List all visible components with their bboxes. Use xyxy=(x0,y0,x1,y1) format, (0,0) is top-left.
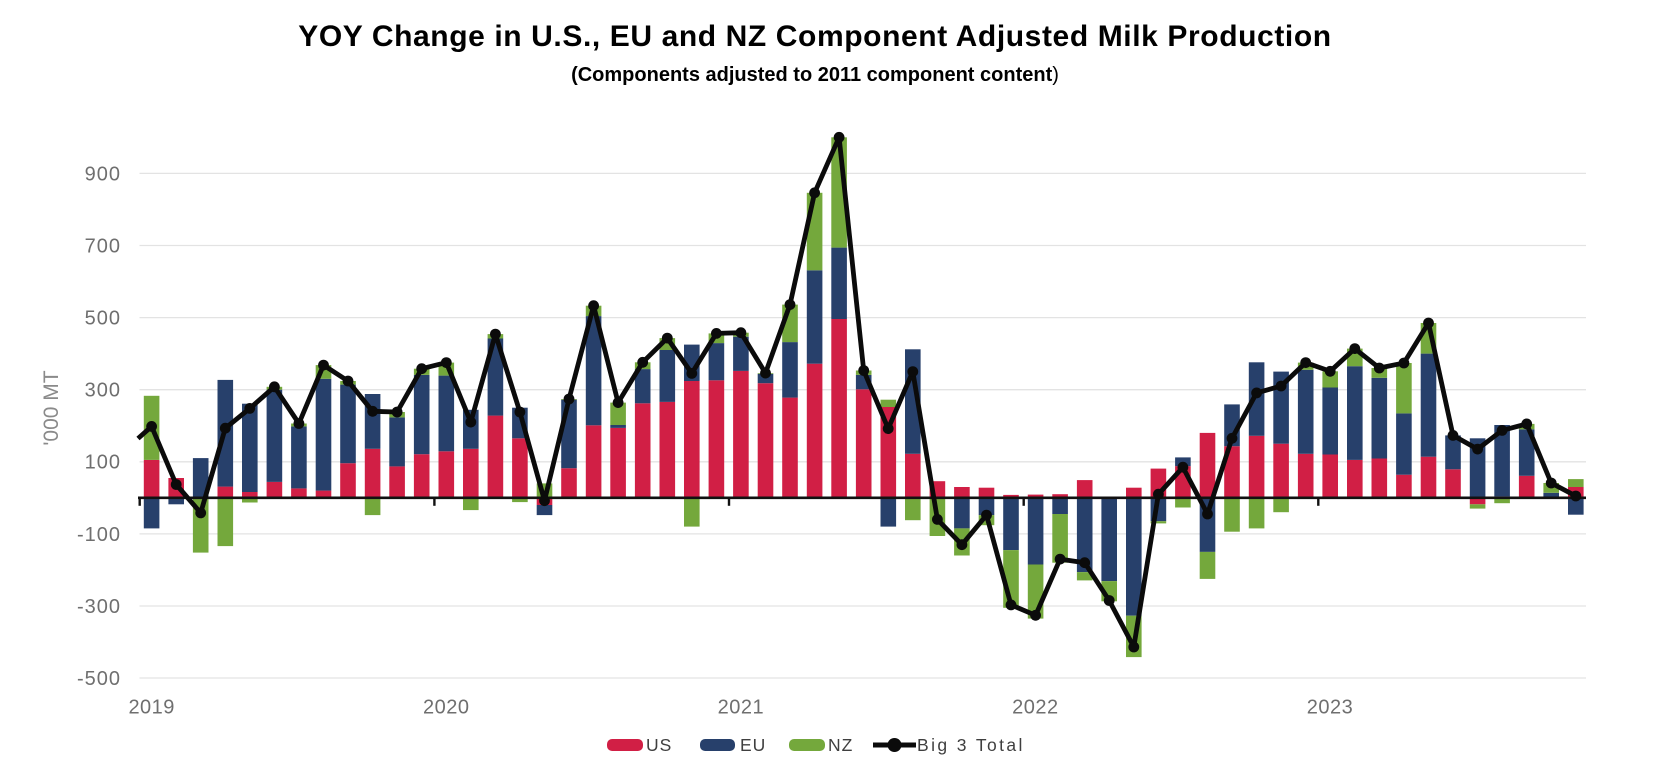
svg-text:2022: 2022 xyxy=(1012,697,1059,719)
svg-text:100: 100 xyxy=(85,452,121,474)
svg-text:EU: EU xyxy=(740,735,766,755)
svg-text:2023: 2023 xyxy=(1307,697,1354,719)
svg-text:2021: 2021 xyxy=(718,697,765,719)
svg-text:Big 3 Total: Big 3 Total xyxy=(917,735,1025,755)
svg-text:-300: -300 xyxy=(77,596,121,618)
svg-text:US: US xyxy=(646,735,672,755)
svg-text:-100: -100 xyxy=(77,524,121,546)
svg-text:300: 300 xyxy=(85,380,121,402)
svg-text:2019: 2019 xyxy=(128,697,175,719)
svg-text:700: 700 xyxy=(85,235,121,257)
svg-text:500: 500 xyxy=(85,308,121,330)
svg-text:NZ: NZ xyxy=(828,735,853,755)
svg-text:900: 900 xyxy=(85,163,121,185)
svg-text:'000 MT: '000 MT xyxy=(40,370,63,445)
svg-text:-500: -500 xyxy=(77,668,121,690)
svg-text:2020: 2020 xyxy=(423,697,470,719)
